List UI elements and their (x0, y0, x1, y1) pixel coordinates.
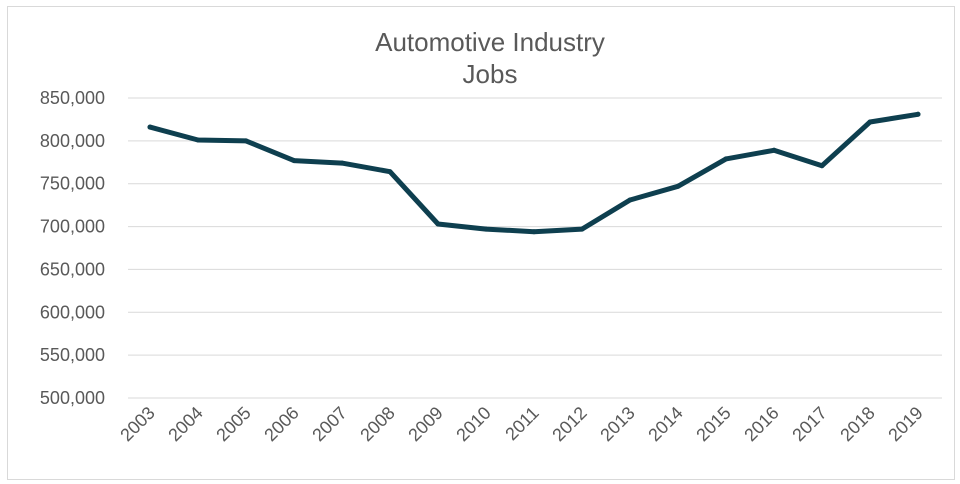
x-tick-label: 2007 (308, 403, 350, 445)
x-tick-label: 2019 (884, 403, 926, 445)
data-point (627, 197, 633, 203)
x-tick-label: 2015 (692, 403, 734, 445)
y-tick-label: 550,000 (40, 345, 105, 365)
data-point (771, 147, 777, 153)
x-tick-label: 2009 (404, 403, 446, 445)
series-layer (147, 111, 921, 235)
x-tick-label: 2005 (212, 403, 254, 445)
data-point (915, 111, 921, 117)
x-tick-label: 2014 (644, 403, 686, 445)
chart-frame (7, 6, 955, 480)
data-point (483, 226, 489, 232)
x-tick-label: 2003 (116, 403, 158, 445)
x-tick-label: 2018 (836, 403, 878, 445)
y-tick-label: 600,000 (40, 302, 105, 322)
data-point (195, 137, 201, 143)
data-point (387, 169, 393, 175)
x-axis-ticks: 2003 2004 2005 2006 2007 2008 2009 2010 2011 2012… (116, 403, 926, 445)
gridlines (128, 97, 942, 399)
y-axis-ticks: 500,000 550,000 600,000 650,000 700,000 750,0… (40, 88, 105, 408)
y-tick-label: 850,000 (40, 88, 105, 108)
data-point (291, 158, 297, 164)
series-line-0 (147, 111, 921, 235)
x-tick-label: 2017 (788, 403, 830, 445)
x-tick-label: 2016 (740, 403, 782, 445)
x-tick-label: 2008 (356, 403, 398, 445)
y-tick-label: 800,000 (40, 131, 105, 151)
x-tick-label: 2012 (548, 403, 590, 445)
y-tick-label: 700,000 (40, 217, 105, 237)
data-point (819, 163, 825, 169)
data-point (531, 229, 537, 235)
chart-title-line-2: Jobs (463, 59, 518, 89)
data-point (675, 183, 681, 189)
x-tick-label: 2010 (452, 403, 494, 445)
x-tick-label: 2011 (501, 403, 543, 445)
x-tick-label: 2004 (164, 403, 206, 445)
x-tick-label: 2013 (596, 403, 638, 445)
y-tick-label: 750,000 (40, 174, 105, 194)
chart-title-line-1: Automotive Industry (375, 27, 605, 57)
data-point (339, 160, 345, 166)
data-point (147, 124, 153, 130)
data-point (435, 221, 441, 227)
y-tick-label: 650,000 (40, 259, 105, 279)
data-point (243, 138, 249, 144)
y-tick-label: 500,000 (40, 388, 105, 408)
x-tick-label: 2006 (260, 403, 302, 445)
data-point (579, 226, 585, 232)
data-point (723, 156, 729, 162)
data-point (867, 119, 873, 125)
